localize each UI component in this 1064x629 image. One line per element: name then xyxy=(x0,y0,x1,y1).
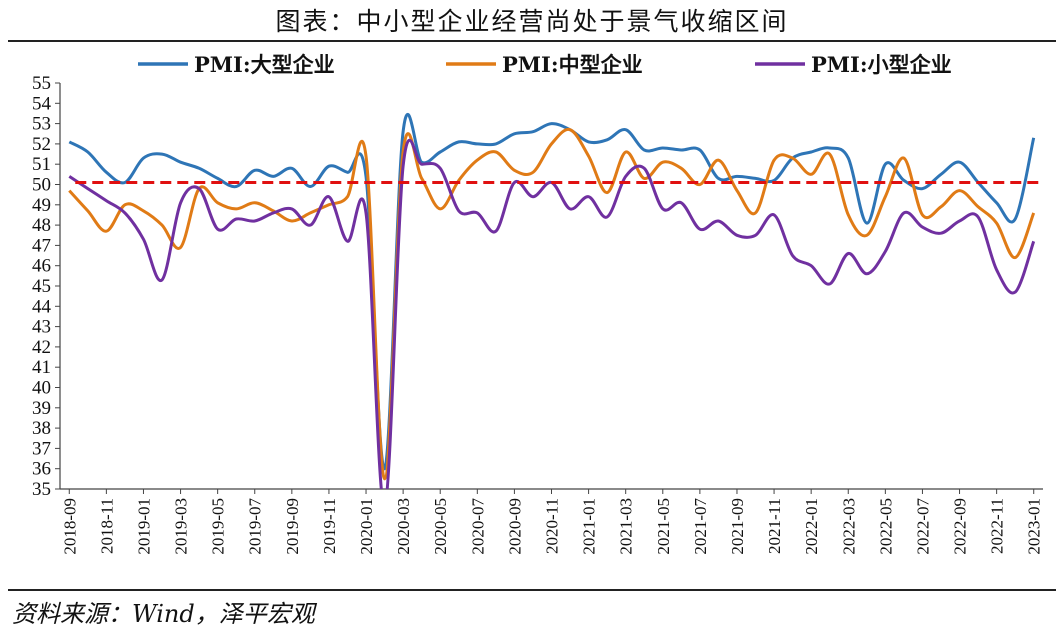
x-tick-label: 2021-05 xyxy=(654,498,673,555)
source-note: 资料来源：Wind，泽平宏观 xyxy=(12,600,315,628)
x-tick-label: 2019-03 xyxy=(172,498,191,555)
series-line-large xyxy=(68,112,1036,471)
y-tick-label: 50 xyxy=(32,175,51,196)
y-tick-label: 47 xyxy=(32,235,51,256)
y-tick-label: 51 xyxy=(32,154,51,175)
top-rule xyxy=(8,40,1056,42)
y-tick-label: 36 xyxy=(32,459,51,480)
x-tick-label: 2021-03 xyxy=(617,498,636,555)
x-tick-label: 2020-07 xyxy=(468,498,487,555)
x-tick-label: 2020-09 xyxy=(505,498,524,555)
y-tick-label: 39 xyxy=(32,398,51,419)
x-tick-label: 2022-05 xyxy=(876,498,895,555)
x-tick-label: 2018-11 xyxy=(97,498,116,554)
y-tick-label: 52 xyxy=(32,134,51,155)
x-tick-label: 2022-11 xyxy=(988,498,1007,554)
x-tick-label: 2021-07 xyxy=(691,498,710,555)
y-tick-label: 46 xyxy=(32,256,51,277)
y-tick-label: 38 xyxy=(32,418,51,439)
x-tick-label: 2020-05 xyxy=(431,498,450,555)
x-tick-label: 2023-01 xyxy=(1025,498,1044,555)
x-tick-label: 2020-03 xyxy=(394,498,413,555)
y-tick-label: 49 xyxy=(32,195,51,216)
x-tick-label: 2019-11 xyxy=(320,498,339,554)
legend-label-large: PMI:大型企业 xyxy=(194,52,335,77)
x-tick-label: 2018-09 xyxy=(60,498,79,555)
y-tick-label: 40 xyxy=(32,378,51,399)
legend: PMI:大型企业 PMI:中型企业 PMI:小型企业 xyxy=(138,52,952,77)
series-layer xyxy=(68,112,1042,489)
y-tick-label: 43 xyxy=(32,317,51,338)
series-line-medium xyxy=(68,127,1036,481)
y-tick-label: 54 xyxy=(32,93,52,114)
chart-title: 图表：中小型企业经营尚处于景气收缩区间 xyxy=(275,7,789,36)
legend-label-medium: PMI:中型企业 xyxy=(502,52,643,77)
series-line-small xyxy=(68,138,1036,489)
x-tick-label: 2022-03 xyxy=(839,498,858,555)
axes: 3536373839404142434445464748495051525354… xyxy=(32,73,1044,555)
y-tick-label: 35 xyxy=(32,479,51,500)
y-tick-label: 55 xyxy=(32,73,51,94)
x-tick-label: 2019-05 xyxy=(209,498,228,555)
y-tick-label: 44 xyxy=(32,296,52,317)
x-tick-label: 2020-01 xyxy=(357,498,376,555)
x-tick-label: 2022-01 xyxy=(802,498,821,555)
y-tick-label: 53 xyxy=(32,114,51,135)
y-tick-label: 42 xyxy=(32,337,51,358)
bottom-rule xyxy=(8,589,1056,591)
y-tick-label: 41 xyxy=(32,357,51,378)
x-tick-label: 2021-09 xyxy=(728,498,747,555)
x-tick-label: 2019-07 xyxy=(246,498,265,555)
x-tick-label: 2022-09 xyxy=(951,498,970,555)
legend-label-small: PMI:小型企业 xyxy=(811,52,952,77)
y-tick-label: 48 xyxy=(32,215,51,236)
x-tick-label: 2019-01 xyxy=(134,498,153,555)
y-tick-label: 45 xyxy=(32,276,51,297)
y-tick-label: 37 xyxy=(32,438,51,459)
x-tick-label: 2021-11 xyxy=(765,498,784,554)
x-tick-label: 2019-09 xyxy=(283,498,302,555)
x-tick-label: 2021-01 xyxy=(580,498,599,555)
x-tick-label: 2022-07 xyxy=(913,498,932,555)
x-tick-label: 2020-11 xyxy=(543,498,562,554)
